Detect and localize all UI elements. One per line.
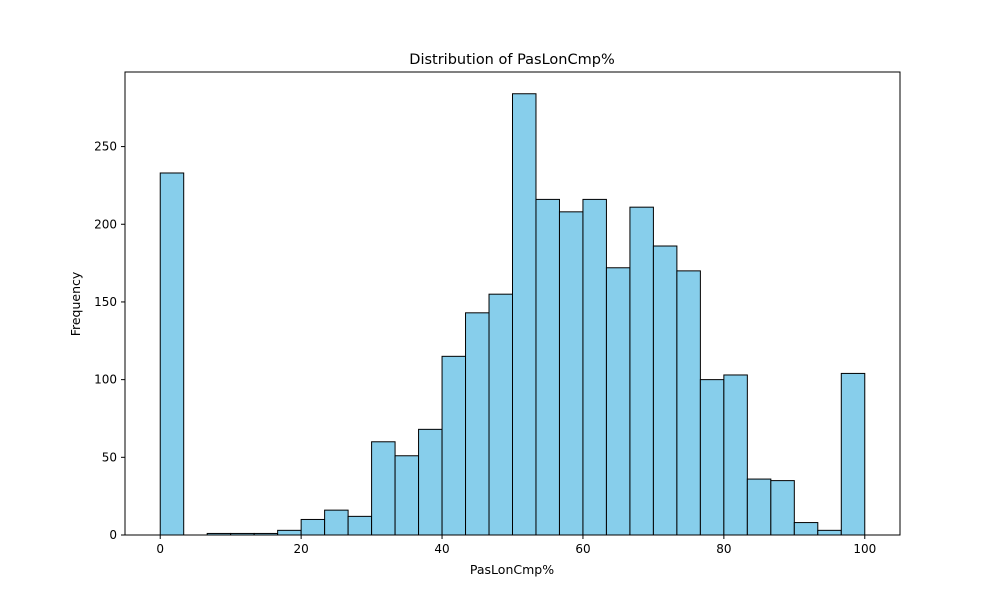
histogram-bar [817,529,842,536]
y-tick-label: 0 [109,528,117,542]
bars-group [159,93,866,536]
histogram-bar [793,522,819,536]
x-tick-label: 20 [293,542,308,556]
y-axis: 0 50 100 150 200 250 [94,140,125,542]
histogram-bar [676,270,701,536]
x-tick-label: 60 [575,542,590,556]
x-tick-label: 80 [716,542,731,556]
histogram-bar [277,529,302,536]
histogram-bar [770,480,795,536]
histogram-bar [582,198,607,536]
y-axis-label: Frequency [68,271,83,336]
chart-title: Distribution of PasLonCmp% [409,52,614,68]
histogram-bar [347,515,373,536]
histogram-bar [746,478,772,536]
histogram-bar [418,428,443,536]
y-tick-label: 250 [94,140,117,154]
x-axis: 0 20 40 60 80 100 [156,535,876,556]
histogram-bar [652,245,678,536]
histogram-bar [371,441,396,536]
y-tick-label: 50 [102,450,117,464]
histogram-bar [300,518,326,536]
histogram-bar [488,293,513,536]
histogram-bar [465,312,490,536]
x-tick-label: 0 [156,542,164,556]
histogram-bar [535,198,560,536]
y-tick-label: 150 [94,295,117,309]
y-tick-label: 100 [94,373,117,387]
plot-frame [124,71,901,536]
histogram-bar [840,372,866,536]
histogram-bar [324,509,349,536]
histogram-bar [441,355,467,536]
histogram-bar [629,206,654,536]
histogram-bar [605,267,631,536]
histogram-bar [394,455,420,536]
histogram-bar [558,211,584,536]
histogram-bar [699,379,725,536]
histogram-bar [723,374,748,536]
x-tick-label: 40 [434,542,449,556]
y-tick-label: 200 [94,217,117,231]
x-tick-label: 100 [853,542,876,556]
x-axis-label: PasLonCmp% [470,562,554,577]
histogram-bar [159,172,185,536]
histogram-bar [512,93,537,536]
